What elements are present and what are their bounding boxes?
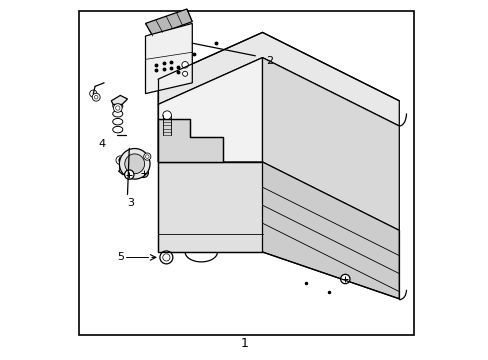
Circle shape [145, 155, 149, 158]
Text: 3: 3 [127, 198, 134, 208]
Polygon shape [158, 58, 262, 162]
Text: 4: 4 [99, 139, 106, 149]
Circle shape [182, 71, 187, 76]
Text: 2: 2 [265, 56, 273, 66]
Polygon shape [111, 95, 127, 104]
Polygon shape [145, 9, 192, 36]
Circle shape [115, 106, 120, 110]
Circle shape [118, 158, 122, 162]
Polygon shape [262, 162, 399, 299]
Circle shape [139, 168, 148, 177]
Circle shape [92, 93, 100, 101]
Circle shape [116, 156, 124, 165]
Circle shape [143, 153, 151, 160]
Ellipse shape [119, 148, 150, 179]
Circle shape [94, 95, 98, 99]
Text: 5: 5 [117, 252, 123, 262]
Circle shape [89, 90, 97, 97]
Circle shape [182, 62, 188, 68]
Text: 1: 1 [240, 337, 248, 350]
Polygon shape [158, 162, 262, 252]
Circle shape [163, 111, 171, 120]
Polygon shape [145, 23, 192, 94]
Polygon shape [158, 119, 223, 162]
Circle shape [160, 251, 172, 264]
Polygon shape [262, 58, 399, 230]
Polygon shape [158, 32, 399, 126]
Circle shape [340, 274, 349, 284]
Circle shape [113, 104, 122, 112]
Ellipse shape [124, 154, 144, 174]
Circle shape [124, 170, 134, 179]
